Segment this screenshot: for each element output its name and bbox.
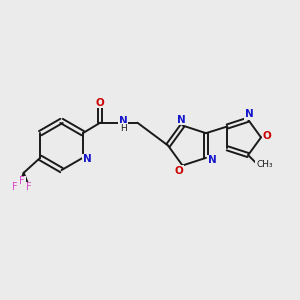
Text: CH₃: CH₃ [256, 160, 273, 169]
Text: O: O [262, 131, 271, 141]
Text: N: N [118, 116, 127, 127]
Text: N: N [245, 109, 254, 119]
Text: O: O [175, 166, 183, 176]
Text: H: H [120, 124, 126, 133]
Text: F: F [20, 176, 25, 186]
Text: F: F [26, 182, 32, 192]
Text: O: O [96, 98, 105, 108]
Text: F: F [13, 182, 18, 192]
Text: N: N [208, 155, 216, 165]
Text: N: N [83, 154, 92, 164]
Text: N: N [177, 115, 185, 125]
